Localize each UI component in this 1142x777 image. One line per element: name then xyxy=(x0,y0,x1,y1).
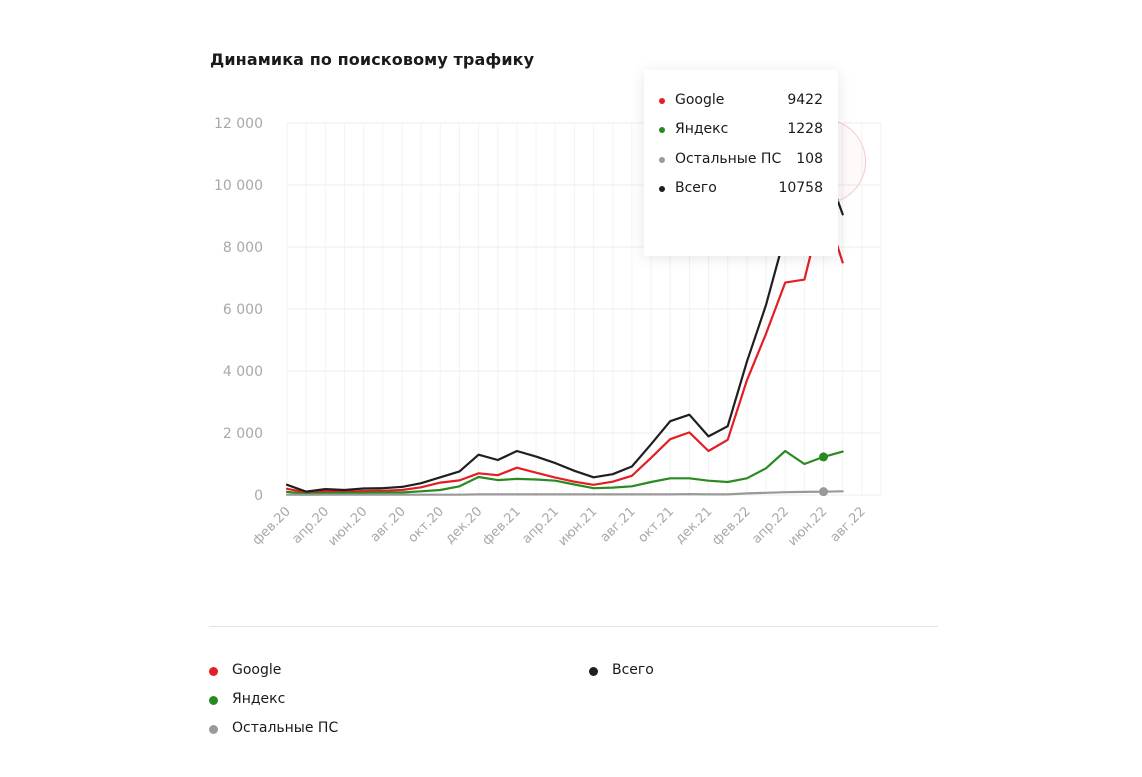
x-tick-label: фев.20 xyxy=(250,504,294,548)
hover-point-Остальные ПС xyxy=(819,487,829,497)
series-line-Остальные ПС xyxy=(285,490,844,496)
x-tick-label: окт.21 xyxy=(635,504,677,546)
tooltip-value: 108 xyxy=(796,150,823,167)
tooltip-name: Google xyxy=(675,92,725,108)
google-dot-icon xyxy=(659,98,665,104)
series-line-Всего xyxy=(285,160,844,493)
legend-label: Яндекс xyxy=(232,691,286,707)
chart-title: Динамика по поисковому трафику xyxy=(210,50,535,69)
x-tick-label: дек.21 xyxy=(673,504,716,547)
tooltip-row-google: Google 9422 xyxy=(644,90,838,119)
legend-label: Google xyxy=(232,662,282,678)
tooltip-row-yandex: Яндекс 1228 xyxy=(644,119,838,148)
x-tick-label: апр.22 xyxy=(749,504,792,547)
x-tick-label: фев.22 xyxy=(710,504,754,548)
yandex-legend-dot-icon xyxy=(209,696,218,705)
tooltip-row-total: Всего 10758 xyxy=(644,178,838,207)
x-tick-label: июн.20 xyxy=(326,504,371,549)
y-tick-label: 2 000 xyxy=(223,426,263,442)
legend-divider xyxy=(209,626,938,627)
x-tick-label: авг.20 xyxy=(368,504,409,545)
y-tick-label: 0 xyxy=(254,488,263,504)
other-legend-dot-icon xyxy=(209,725,218,734)
chart-tooltip: Google 9422 Яндекс 1228 Остальные ПС 108… xyxy=(644,70,838,256)
y-tick-label: 6 000 xyxy=(223,302,263,318)
legend-label: Всего xyxy=(612,662,654,678)
tooltip-value: 10758 xyxy=(778,179,823,196)
x-tick-label: авг.21 xyxy=(598,504,639,545)
x-tick-label: окт.20 xyxy=(405,504,447,546)
x-tick-label: фев.21 xyxy=(480,504,524,548)
legend-label: Остальные ПС xyxy=(232,720,339,736)
tooltip-name: Всего xyxy=(675,179,717,196)
total-legend-dot-icon xyxy=(589,667,598,676)
y-tick-label: 10 000 xyxy=(214,178,263,194)
other-dot-icon xyxy=(659,156,665,163)
tooltip-value: 9422 xyxy=(787,92,823,108)
x-tick-label: дек.20 xyxy=(443,504,486,547)
x-tick-label: авг.22 xyxy=(828,504,869,545)
y-tick-label: 8 000 xyxy=(223,240,263,256)
tooltip-row-other: Остальные ПС 108 xyxy=(644,149,838,178)
tooltip-name: Остальные ПС xyxy=(675,150,782,167)
series-line-Google xyxy=(285,201,844,494)
series-line-Яндекс xyxy=(285,449,844,495)
tooltip-name: Яндекс xyxy=(675,121,729,138)
yandex-dot-icon xyxy=(659,127,665,134)
x-tick-label: апр.21 xyxy=(519,504,562,547)
x-tick-label: июн.22 xyxy=(785,504,830,549)
tooltip-value: 1228 xyxy=(787,121,823,138)
hover-point-Яндекс xyxy=(819,452,829,462)
total-dot-icon xyxy=(659,185,665,192)
y-tick-label: 4 000 xyxy=(223,364,263,380)
x-tick-label: апр.20 xyxy=(289,504,332,547)
x-tick-label: июн.21 xyxy=(555,504,600,549)
y-tick-label: 12 000 xyxy=(214,116,263,132)
google-legend-dot-icon xyxy=(209,667,218,676)
